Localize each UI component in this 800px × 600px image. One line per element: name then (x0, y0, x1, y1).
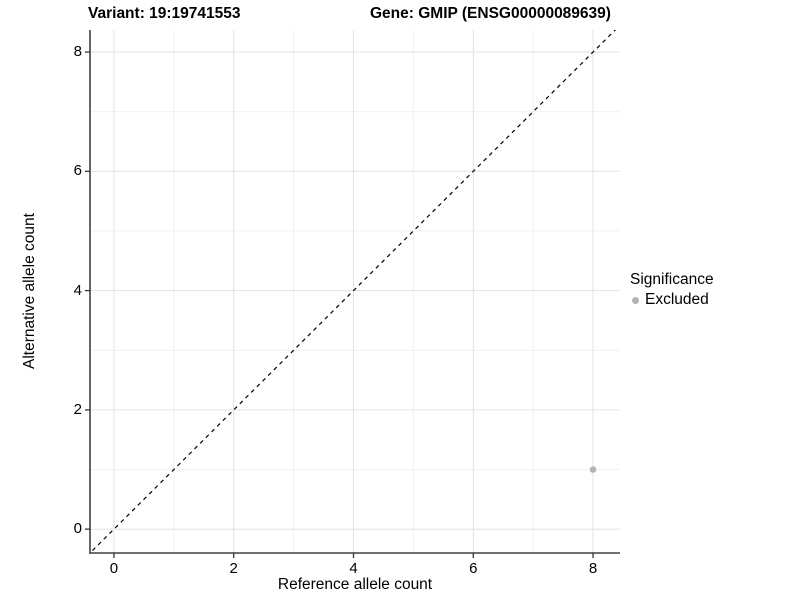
legend-item-excluded: Excluded (630, 291, 714, 309)
data-point-excluded (589, 466, 597, 473)
x-tick-label: 8 (588, 560, 598, 577)
x-tick-label: 6 (469, 560, 478, 577)
y-tick-label: 0 (73, 520, 82, 538)
y-axis-label: Alternative allele count (21, 213, 38, 369)
plot-title-variant: Variant: 19:19741553 (88, 5, 241, 22)
x-axis-label: Reference allele count (277, 576, 433, 593)
x-tick-label: 2 (229, 560, 238, 577)
x-tick-label: 0 (109, 560, 119, 577)
x-tick-label: 4 (349, 560, 358, 577)
identity-reference-line (90, 30, 617, 553)
y-tick-label: 6 (73, 162, 82, 180)
y-tick-label: 8 (73, 43, 82, 61)
y-tick-label: 2 (73, 400, 82, 418)
y-tick-label: 4 (73, 281, 82, 299)
legend-title: Significance (630, 271, 714, 288)
legend: Significance Excluded (630, 271, 714, 309)
excluded-dot-icon (632, 296, 639, 304)
legend-item-label: Excluded (645, 291, 709, 308)
plot-title-gene: Gene: GMIP (ENSG00000089639) (370, 5, 611, 22)
